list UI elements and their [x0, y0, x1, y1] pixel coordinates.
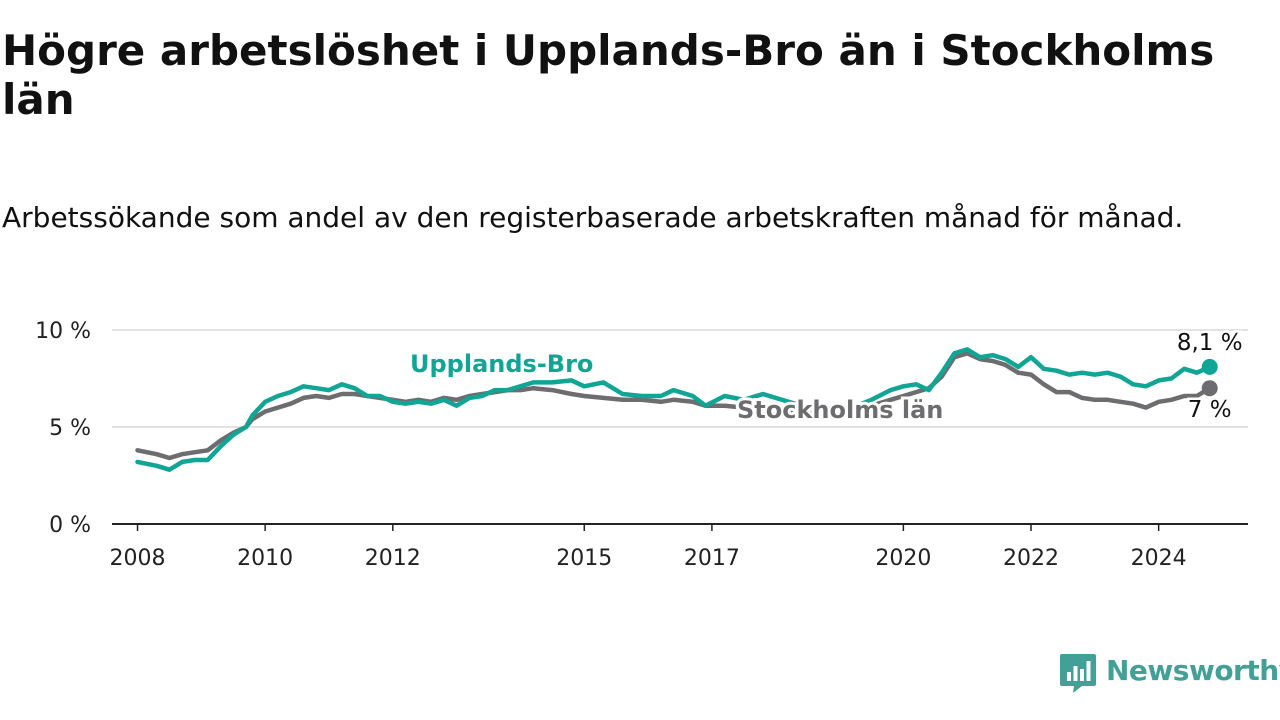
x-tick-label: 2015: [556, 546, 612, 571]
x-tick-label: 2022: [1003, 546, 1059, 571]
y-tick-label: 5 %: [49, 416, 91, 441]
newsworthy-logo-icon: [1058, 652, 1098, 694]
end-point-upplands-bro: [1202, 359, 1218, 375]
y-tick-label: 0 %: [49, 513, 91, 538]
x-tick-label: 2020: [875, 546, 931, 571]
x-tick-label: 2012: [365, 546, 421, 571]
x-tick-label: 2024: [1131, 546, 1187, 571]
series-label-stockholms-lan: Stockholms län: [737, 396, 943, 424]
series-lines: [138, 349, 1218, 469]
series-line-upplands-bro: [138, 349, 1210, 469]
grid-lines: [112, 330, 1248, 427]
brand-name: Newsworthy: [1106, 654, 1280, 687]
y-tick-label: 10 %: [35, 319, 91, 344]
end-value-stockholms-lan: 7 %: [1188, 397, 1232, 423]
x-tick-label: 2008: [110, 546, 166, 571]
x-tick-label: 2010: [237, 546, 293, 571]
line-chart: 0 % 5 % 10 % 2008 2010 2012 2015 2017 2020 2022 20…: [0, 0, 1280, 720]
end-value-upplands-bro: 8,1 %: [1177, 330, 1243, 356]
series-label-upplands-bro: Upplands-Bro: [410, 350, 593, 378]
brand-logo: Newsworthy: [1058, 652, 1280, 696]
end-point-stockholms-lan: [1202, 380, 1218, 396]
x-tick-label: 2017: [684, 546, 740, 571]
